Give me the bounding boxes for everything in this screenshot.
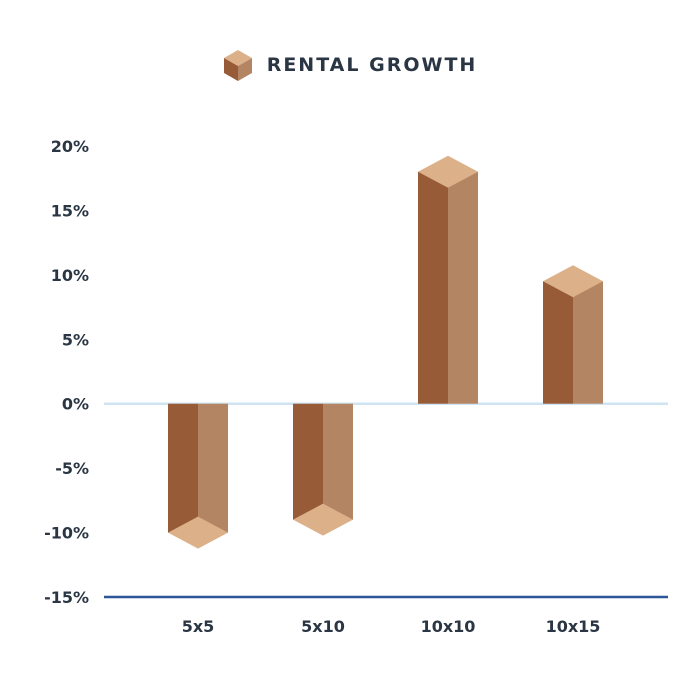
y-tick-label: 0% <box>62 395 89 414</box>
y-tick-label: 5% <box>62 330 89 349</box>
x-tick-label: 10x15 <box>546 617 601 636</box>
bar <box>418 155 478 404</box>
bar-left-face <box>418 171 448 404</box>
y-axis: 20% 15% 10% 5% 0% -5% -10% -15% <box>44 137 89 607</box>
legend-label: RENTAL GROWTH <box>266 54 478 76</box>
cube-icon <box>223 50 252 81</box>
bar-right-face <box>198 403 228 533</box>
bar-left-face <box>543 281 573 404</box>
y-tick-label: 20% <box>51 137 89 156</box>
y-tick-label: -10% <box>44 524 89 543</box>
x-axis: 5x5 5x10 10x10 10x15 <box>182 617 601 636</box>
bar-right-face <box>448 171 478 404</box>
bar-left-face <box>168 403 198 533</box>
x-tick-label: 5x5 <box>182 617 215 636</box>
bar-cap <box>293 503 353 536</box>
y-tick-label: 15% <box>51 201 89 220</box>
bar <box>543 265 603 404</box>
y-tick-label: -5% <box>55 459 89 478</box>
bar-cap <box>168 516 228 549</box>
bar-cap <box>418 155 478 188</box>
bar <box>168 403 228 549</box>
legend: RENTAL GROWTH <box>0 48 700 82</box>
bar-left-face <box>293 403 323 520</box>
x-tick-label: 10x10 <box>421 617 476 636</box>
y-tick-label: -15% <box>44 588 89 607</box>
y-tick-label: 10% <box>51 266 89 285</box>
bar-right-face <box>323 403 353 520</box>
bar <box>293 403 353 536</box>
bar-cap <box>543 265 603 298</box>
bars <box>168 155 603 549</box>
bar-right-face <box>573 281 603 404</box>
x-tick-label: 5x10 <box>301 617 345 636</box>
